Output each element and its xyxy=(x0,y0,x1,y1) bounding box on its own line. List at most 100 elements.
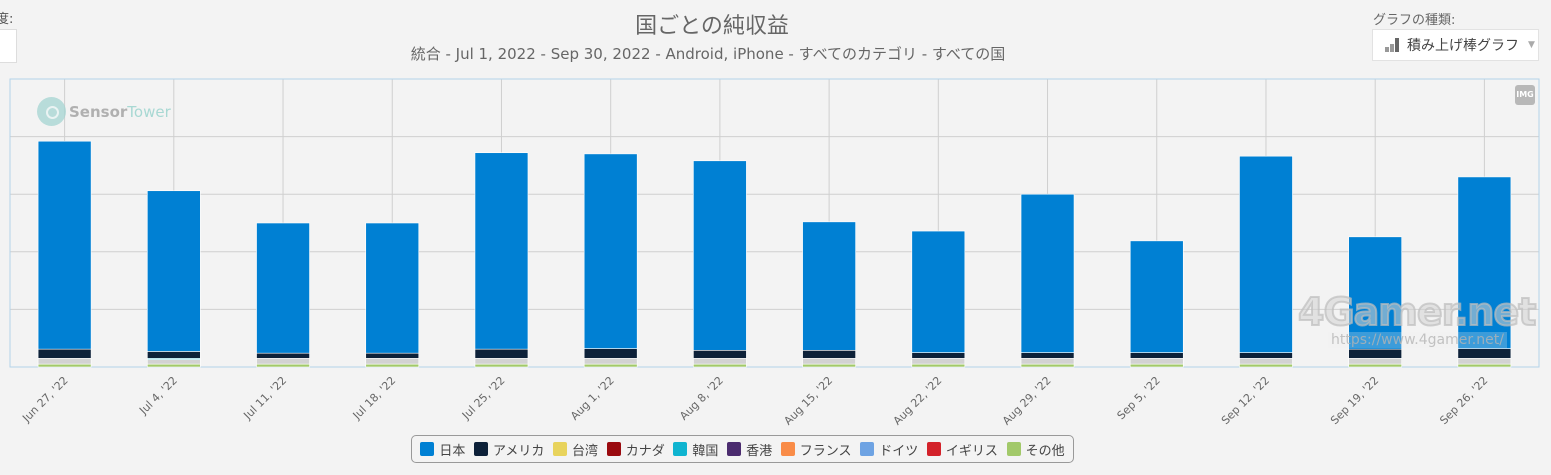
bar-segment xyxy=(1020,363,1075,368)
bar-segment xyxy=(1348,363,1402,368)
legend-label: 韓国 xyxy=(692,443,719,459)
bar-segment xyxy=(1457,348,1512,359)
export-image-button[interactable]: IMG xyxy=(1515,85,1535,105)
legend-label: その他 xyxy=(1025,443,1065,459)
chart-type-label: グラフの種類: xyxy=(1373,13,1456,28)
chevron-down-icon: ▼ xyxy=(1528,40,1535,50)
bar-chart-icon xyxy=(1385,38,1399,52)
bar-segment xyxy=(1348,236,1402,350)
legend-item[interactable]: その他 xyxy=(1006,440,1065,459)
legend-item[interactable]: 日本 xyxy=(420,440,465,459)
bar-segment xyxy=(147,363,201,368)
bar-segment xyxy=(1239,155,1293,353)
chart-type-dropdown[interactable]: 積み上げ棒グラフ ▼ xyxy=(1372,29,1539,61)
bar-segment xyxy=(1348,358,1402,365)
bar-segment xyxy=(802,363,856,368)
legend-label: 香港 xyxy=(746,443,773,459)
bar-segment xyxy=(365,222,420,354)
bar-segment xyxy=(365,358,420,365)
x-tick-label: Jul 11, '22 xyxy=(241,374,290,423)
bar-segment xyxy=(1457,363,1512,368)
bar-segment xyxy=(474,152,529,350)
logo-text-b: Tower xyxy=(127,102,171,121)
bar-segment xyxy=(256,358,310,365)
4gamer-watermark-url: https://www.4gamer.net/ xyxy=(1328,332,1507,348)
bar-segment xyxy=(256,222,310,354)
bar-segment xyxy=(693,363,747,368)
bar-segment xyxy=(1020,358,1075,365)
chart-subtitle: 統合 - Jul 1, 2022 - Sep 30, 2022 - Androi… xyxy=(410,45,1006,63)
bar-segment xyxy=(911,358,966,365)
bar-segment xyxy=(147,359,201,365)
x-tick-label: Aug 22, '22 xyxy=(891,374,945,428)
chart-type-value: 積み上げ棒グラフ xyxy=(1407,38,1519,54)
bar-segment xyxy=(474,358,529,365)
bar-segment xyxy=(37,348,92,359)
bar-segment xyxy=(474,363,529,368)
legend-item[interactable]: 香港 xyxy=(727,440,772,459)
x-tick-label: Aug 1, '22 xyxy=(568,374,617,423)
legend-swatch xyxy=(606,442,621,456)
bar-segment xyxy=(911,363,966,368)
legend-swatch xyxy=(926,442,941,456)
bar-segment xyxy=(37,363,92,368)
legend-item[interactable]: イギリス xyxy=(926,440,998,459)
left-control-label: 度: xyxy=(0,12,14,27)
legend-item[interactable]: フランス xyxy=(780,440,852,459)
bar-segment xyxy=(1129,358,1184,365)
chart-legend: 日本 アメリカ 台湾 カナダ 韓国 香港 フランス ドイツ イギリス その他 xyxy=(411,435,1074,463)
bar-segment xyxy=(37,140,92,350)
legend-label: ドイツ xyxy=(879,443,919,459)
bar-segment xyxy=(256,352,310,359)
legend-swatch xyxy=(474,442,489,456)
bar-segment xyxy=(365,352,420,359)
bar-segment xyxy=(1020,193,1075,353)
bar-segment xyxy=(1129,352,1184,359)
x-tick-label: Aug 8, '22 xyxy=(677,374,726,423)
x-tick-label: Aug 15, '22 xyxy=(781,374,835,428)
bar-segment xyxy=(583,153,638,349)
legend-swatch xyxy=(1006,442,1021,456)
bar-segment xyxy=(911,352,966,359)
bar-segment xyxy=(802,358,856,365)
x-tick-label: Sep 12, '22 xyxy=(1219,374,1272,427)
legend-label: 日本 xyxy=(439,443,466,459)
bar-segment xyxy=(147,190,201,352)
chart-title: 国ごとの純収益 xyxy=(635,14,789,39)
bar-segment xyxy=(802,221,856,351)
bar-segment xyxy=(1239,363,1293,368)
x-tick-label: Jun 27, '22 xyxy=(19,374,70,425)
bar-segment xyxy=(147,351,201,359)
4gamer-watermark: 4Gamer.net xyxy=(1297,289,1537,335)
legend-item[interactable]: 韓国 xyxy=(673,440,718,459)
sensortower-logo-icon xyxy=(37,97,66,126)
legend-swatch xyxy=(673,442,688,456)
legend-label: イギリス xyxy=(945,443,998,459)
bar-segment xyxy=(365,363,420,368)
bar-segment xyxy=(583,363,638,368)
legend-swatch xyxy=(553,442,568,456)
bar-segment xyxy=(1020,352,1075,359)
bar-segment xyxy=(693,349,747,359)
plot-border xyxy=(9,78,1540,368)
legend-item[interactable]: 台湾 xyxy=(553,440,598,459)
legend-item[interactable]: カナダ xyxy=(606,440,665,459)
bar-segment xyxy=(1129,363,1184,368)
sensortower-logo: Sensor Tower xyxy=(37,97,171,126)
left-control-select[interactable] xyxy=(0,29,17,63)
legend-swatch xyxy=(727,442,742,456)
bar-segment xyxy=(911,230,966,353)
x-tick-label: Sep 19, '22 xyxy=(1328,374,1381,427)
legend-item[interactable]: ドイツ xyxy=(860,440,918,459)
legend-item[interactable]: アメリカ xyxy=(474,440,544,459)
logo-text-a: Sensor xyxy=(69,102,128,121)
bar-segment xyxy=(1129,240,1184,353)
legend-label: フランス xyxy=(799,443,852,459)
bar-segment xyxy=(474,348,529,359)
legend-label: アメリカ xyxy=(493,443,545,459)
bar-segment xyxy=(256,363,310,368)
bar-segment xyxy=(1239,352,1293,359)
bar-segment xyxy=(1239,358,1293,365)
x-tick-label: Jul 25, '22 xyxy=(459,374,508,423)
chart-plot: Jun 27, '22 Jul 4, '22 Jul 11, '22 Jul 18, … xyxy=(9,78,1540,428)
